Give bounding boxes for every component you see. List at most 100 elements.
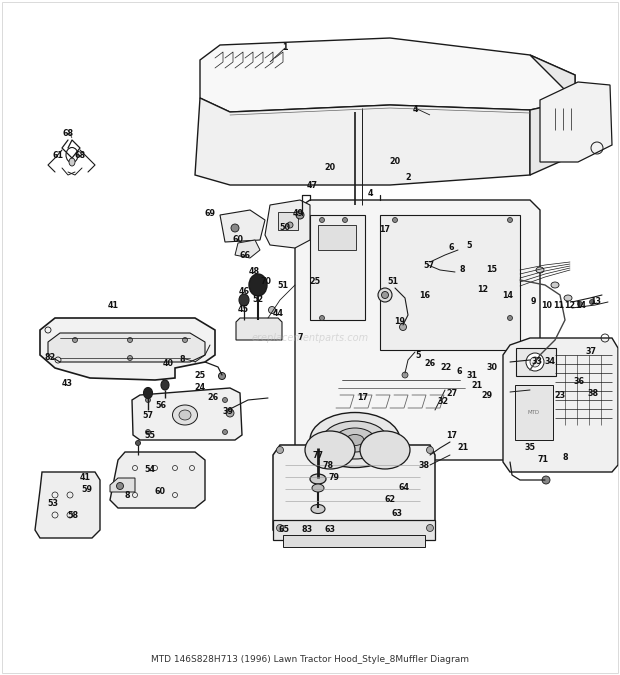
Text: 25: 25 bbox=[309, 277, 321, 286]
Text: 12: 12 bbox=[564, 300, 575, 310]
Ellipse shape bbox=[551, 282, 559, 288]
Ellipse shape bbox=[577, 302, 583, 306]
Polygon shape bbox=[295, 200, 540, 460]
Text: 5: 5 bbox=[466, 240, 472, 250]
Text: 61: 61 bbox=[53, 151, 63, 159]
Ellipse shape bbox=[223, 398, 228, 402]
Polygon shape bbox=[110, 478, 135, 492]
Text: 1: 1 bbox=[282, 43, 288, 53]
Text: 70: 70 bbox=[260, 277, 272, 286]
Ellipse shape bbox=[117, 483, 123, 489]
Text: 22: 22 bbox=[440, 364, 451, 373]
Ellipse shape bbox=[536, 267, 544, 273]
Bar bbox=[318, 225, 356, 250]
Polygon shape bbox=[220, 210, 265, 242]
Text: 23: 23 bbox=[554, 391, 565, 400]
Text: 39: 39 bbox=[223, 408, 234, 416]
Ellipse shape bbox=[427, 446, 433, 454]
Text: MTD: MTD bbox=[528, 410, 540, 414]
Ellipse shape bbox=[277, 524, 283, 531]
Text: 53: 53 bbox=[48, 499, 58, 508]
Ellipse shape bbox=[182, 338, 187, 342]
Ellipse shape bbox=[218, 373, 226, 379]
Polygon shape bbox=[380, 215, 520, 350]
Ellipse shape bbox=[530, 357, 540, 367]
Ellipse shape bbox=[427, 524, 433, 531]
Text: 4: 4 bbox=[367, 188, 373, 198]
Text: 63: 63 bbox=[324, 526, 335, 535]
Polygon shape bbox=[265, 200, 310, 248]
Polygon shape bbox=[310, 215, 365, 320]
Ellipse shape bbox=[172, 405, 198, 425]
Ellipse shape bbox=[381, 292, 389, 298]
Ellipse shape bbox=[277, 446, 283, 454]
Ellipse shape bbox=[319, 446, 324, 450]
Text: 9: 9 bbox=[530, 296, 536, 306]
Text: 5: 5 bbox=[415, 350, 421, 360]
Polygon shape bbox=[540, 82, 612, 162]
Ellipse shape bbox=[310, 474, 326, 484]
Text: 8: 8 bbox=[179, 356, 185, 365]
Text: 41: 41 bbox=[79, 473, 91, 483]
Ellipse shape bbox=[69, 158, 75, 166]
Ellipse shape bbox=[360, 431, 410, 469]
Text: 7: 7 bbox=[297, 333, 303, 342]
Ellipse shape bbox=[73, 338, 78, 342]
Ellipse shape bbox=[319, 217, 324, 223]
Ellipse shape bbox=[128, 356, 133, 360]
Ellipse shape bbox=[335, 428, 375, 452]
Text: 68: 68 bbox=[63, 128, 74, 138]
Text: 62: 62 bbox=[384, 495, 396, 504]
Text: 51: 51 bbox=[388, 277, 399, 286]
Text: 8: 8 bbox=[562, 454, 568, 462]
Bar bbox=[273, 520, 435, 540]
Polygon shape bbox=[40, 318, 215, 380]
Text: 30: 30 bbox=[487, 362, 497, 371]
Text: 21: 21 bbox=[458, 443, 469, 452]
Text: 17: 17 bbox=[358, 394, 368, 402]
Text: 20: 20 bbox=[389, 157, 401, 167]
Polygon shape bbox=[48, 333, 205, 362]
Ellipse shape bbox=[526, 353, 544, 371]
Text: 8: 8 bbox=[124, 491, 130, 500]
Ellipse shape bbox=[392, 217, 397, 223]
Ellipse shape bbox=[378, 288, 392, 302]
Text: 2: 2 bbox=[405, 173, 411, 182]
Ellipse shape bbox=[312, 484, 324, 492]
Text: 55: 55 bbox=[144, 431, 156, 439]
Text: 45: 45 bbox=[237, 306, 249, 315]
Text: 17: 17 bbox=[446, 431, 458, 439]
Text: 66: 66 bbox=[239, 250, 250, 259]
Text: 65: 65 bbox=[278, 526, 290, 535]
Text: 24: 24 bbox=[195, 383, 206, 392]
Text: 16: 16 bbox=[420, 290, 430, 300]
Text: 77: 77 bbox=[312, 450, 324, 460]
Text: 21: 21 bbox=[471, 381, 482, 391]
Text: 11: 11 bbox=[554, 300, 564, 310]
Text: 51: 51 bbox=[278, 281, 288, 290]
Text: 29: 29 bbox=[482, 391, 492, 400]
Text: 54: 54 bbox=[144, 466, 156, 475]
Ellipse shape bbox=[542, 476, 550, 484]
Ellipse shape bbox=[249, 274, 267, 296]
Text: 59: 59 bbox=[81, 485, 92, 495]
Text: 47: 47 bbox=[306, 180, 317, 190]
Text: 43: 43 bbox=[61, 379, 73, 387]
Text: 38: 38 bbox=[418, 460, 430, 470]
Ellipse shape bbox=[310, 412, 400, 468]
Text: 71: 71 bbox=[538, 456, 549, 464]
Ellipse shape bbox=[296, 211, 304, 219]
Text: 36: 36 bbox=[574, 377, 585, 387]
Ellipse shape bbox=[564, 295, 572, 301]
Text: 64: 64 bbox=[399, 483, 409, 493]
Text: 60: 60 bbox=[154, 487, 166, 497]
Polygon shape bbox=[110, 452, 205, 508]
Text: 52: 52 bbox=[252, 296, 264, 304]
Ellipse shape bbox=[226, 409, 234, 417]
Text: 57: 57 bbox=[143, 410, 154, 419]
Text: 19: 19 bbox=[394, 317, 405, 327]
Text: 34: 34 bbox=[544, 358, 556, 367]
Text: 37: 37 bbox=[585, 348, 596, 356]
Text: 38: 38 bbox=[587, 389, 598, 398]
Text: 83: 83 bbox=[301, 526, 312, 535]
